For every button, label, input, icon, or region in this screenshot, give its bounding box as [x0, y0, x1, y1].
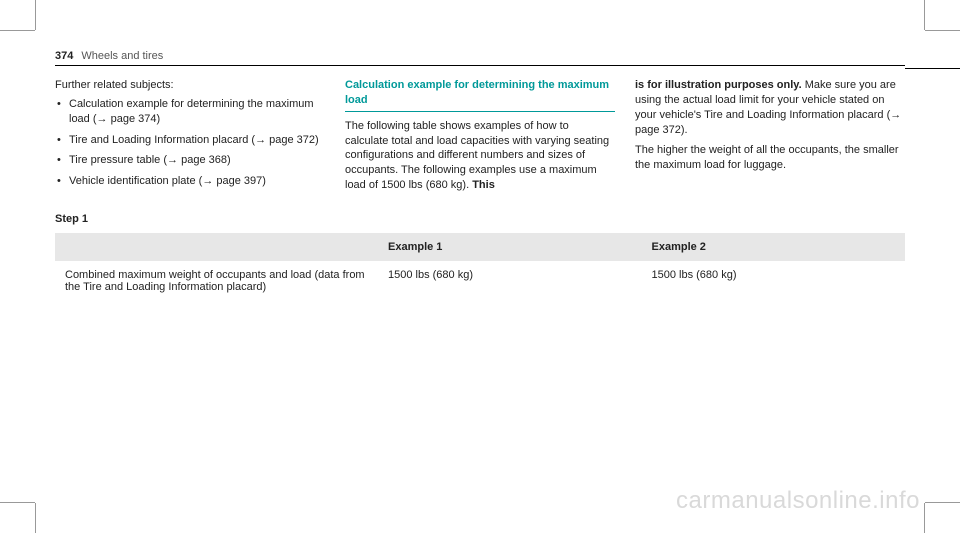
body-columns: Further related subjects: Calculation ex… — [55, 78, 905, 195]
arrow-icon: → — [890, 109, 901, 121]
related-subjects-list: Calculation example for determining the … — [55, 97, 325, 189]
column-3: is for illustration purposes only. Make … — [635, 78, 905, 195]
crop-mark — [35, 503, 36, 533]
table-header-blank — [55, 233, 378, 261]
chapter-title: Wheels and tires — [81, 50, 163, 62]
table-cell-ex2: 1500 lbs (680 kg) — [642, 261, 906, 301]
page-number: 374 — [55, 50, 73, 62]
table-header-example2: Example 2 — [642, 233, 906, 261]
body-paragraph: is for illustration purposes only. Make … — [635, 78, 905, 137]
column-2: Calculation example for determining the … — [345, 78, 615, 195]
page-header: 374 Wheels and tires — [55, 50, 905, 66]
arrow-icon: → — [97, 113, 111, 125]
crop-mark — [0, 502, 35, 503]
crop-mark — [924, 0, 925, 30]
arrow-icon: → — [255, 134, 269, 146]
header-rule — [905, 68, 960, 69]
step-label: Step 1 — [55, 213, 905, 225]
arrow-icon: → — [202, 175, 216, 187]
crop-mark — [924, 503, 925, 533]
watermark: carmanualsonline.info — [676, 487, 920, 515]
step1-table: Example 1 Example 2 Combined maximum wei… — [55, 233, 905, 301]
list-item: Vehicle identification plate (→ page 397… — [55, 174, 325, 189]
column-1: Further related subjects: Calculation ex… — [55, 78, 325, 195]
section-heading: Calculation example for determining the … — [345, 78, 615, 112]
body-paragraph: The following table shows examples of ho… — [345, 119, 615, 193]
table-cell-ex1: 1500 lbs (680 kg) — [378, 261, 642, 301]
list-item: Tire and Loading Information placard (→ … — [55, 133, 325, 148]
table-header-example1: Example 1 — [378, 233, 642, 261]
body-paragraph: The higher the weight of all the occupan… — [635, 143, 905, 173]
arrow-icon: → — [167, 154, 181, 166]
crop-mark — [925, 30, 960, 31]
crop-mark — [0, 30, 35, 31]
table-cell-desc: Combined maximum weight of occupants and… — [55, 261, 378, 301]
table-row: Combined maximum weight of occupants and… — [55, 261, 905, 301]
crop-mark — [925, 502, 960, 503]
list-item: Calculation example for determining the … — [55, 97, 325, 127]
table-header-row: Example 1 Example 2 — [55, 233, 905, 261]
crop-mark — [35, 0, 36, 30]
list-item: Tire pressure table (→ page 368) — [55, 153, 325, 168]
related-subjects-heading: Further related subjects: — [55, 78, 325, 93]
